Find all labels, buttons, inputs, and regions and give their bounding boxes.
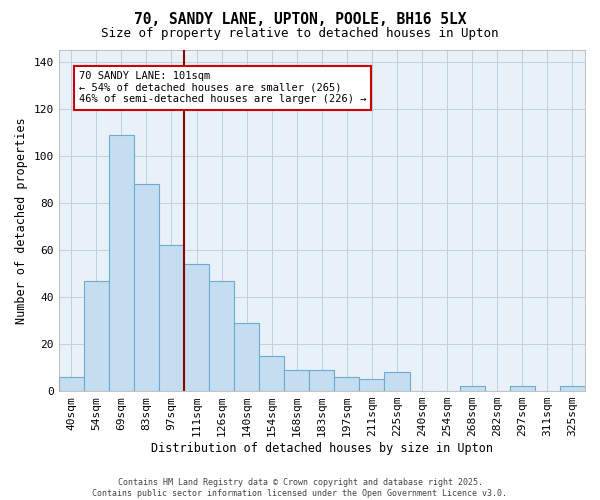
Y-axis label: Number of detached properties: Number of detached properties [15, 117, 28, 324]
Bar [385, 372, 410, 391]
Bar [84, 280, 109, 391]
Text: Size of property relative to detached houses in Upton: Size of property relative to detached ho… [101, 28, 499, 40]
Bar [134, 184, 159, 391]
Bar [184, 264, 209, 391]
Bar [59, 377, 84, 391]
Text: 70 SANDY LANE: 101sqm
← 54% of detached houses are smaller (265)
46% of semi-det: 70 SANDY LANE: 101sqm ← 54% of detached … [79, 71, 366, 104]
Bar [259, 356, 284, 391]
Bar [234, 323, 259, 391]
Text: Contains HM Land Registry data © Crown copyright and database right 2025.
Contai: Contains HM Land Registry data © Crown c… [92, 478, 508, 498]
X-axis label: Distribution of detached houses by size in Upton: Distribution of detached houses by size … [151, 442, 493, 455]
Bar [359, 380, 385, 391]
Bar [560, 386, 585, 391]
Bar [310, 370, 334, 391]
Text: 70, SANDY LANE, UPTON, POOLE, BH16 5LX: 70, SANDY LANE, UPTON, POOLE, BH16 5LX [134, 12, 466, 28]
Bar [109, 134, 134, 391]
Bar [334, 377, 359, 391]
Bar [284, 370, 310, 391]
Bar [460, 386, 485, 391]
Bar [510, 386, 535, 391]
Bar [159, 245, 184, 391]
Bar [209, 280, 234, 391]
